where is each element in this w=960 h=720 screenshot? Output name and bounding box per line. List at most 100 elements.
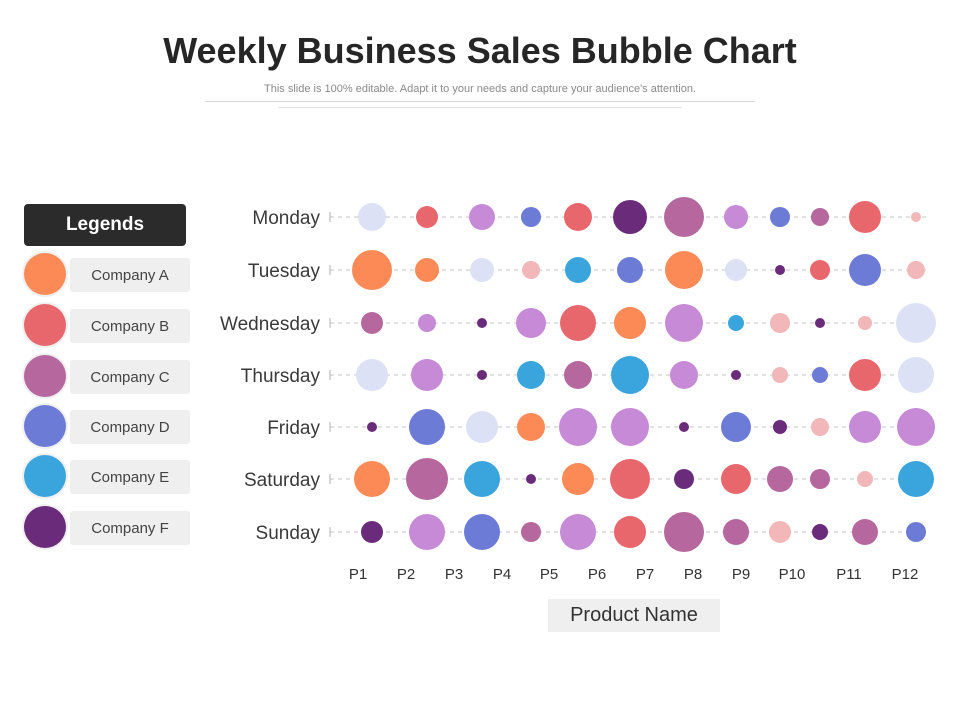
bubble: [610, 459, 650, 499]
x-tick-label: P9: [732, 566, 750, 583]
bubble: [613, 200, 647, 234]
x-tick-label: P3: [445, 566, 463, 583]
x-axis-title: Product Name: [548, 599, 720, 632]
bubble: [849, 359, 881, 391]
bubble: [614, 307, 646, 339]
bubble: [670, 361, 698, 389]
bubble: [361, 312, 383, 334]
row-label: Wednesday: [220, 314, 320, 335]
bubble: [849, 254, 881, 286]
x-tick-label: P1: [349, 566, 367, 583]
legend-swatch: [24, 253, 66, 295]
bubble: [898, 461, 934, 497]
bubble: [810, 260, 830, 280]
legend-label: Company D: [70, 410, 190, 444]
legend-swatch: [24, 355, 66, 397]
page-title: Weekly Business Sales Bubble Chart: [163, 30, 797, 71]
bubble: [731, 370, 741, 380]
bubble: [898, 357, 934, 393]
bubble: [517, 361, 545, 389]
bubble: [516, 308, 546, 338]
bubble: [849, 201, 881, 233]
bubble: [415, 258, 439, 282]
bubble: [775, 265, 785, 275]
x-tick-label: P8: [684, 566, 702, 583]
bubble: [852, 519, 878, 545]
bubble: [477, 370, 487, 380]
bubble: [521, 207, 541, 227]
bubble: [724, 205, 748, 229]
bubble: [906, 522, 926, 542]
legend-label: Company E: [70, 460, 190, 494]
x-tick-label: P7: [636, 566, 654, 583]
bubble: [773, 420, 787, 434]
title-divider-secondary: [278, 107, 682, 108]
bubble: [911, 212, 921, 222]
legend-swatch: [24, 506, 66, 548]
bubble: [565, 257, 591, 283]
bubble: [896, 303, 936, 343]
bubble: [354, 461, 390, 497]
title-divider: [206, 101, 754, 102]
legend-header: Legends: [24, 204, 186, 246]
bubble: [367, 422, 377, 432]
x-tick-label: P12: [892, 566, 919, 583]
row-label: Tuesday: [248, 261, 321, 282]
row-label: Thursday: [241, 366, 321, 387]
bubble: [361, 521, 383, 543]
bubble: [358, 203, 386, 231]
bubble: [769, 521, 791, 543]
bubble: [356, 359, 388, 391]
bubble: [721, 464, 751, 494]
bubble: [560, 514, 596, 550]
bubble: [418, 314, 436, 332]
x-tick-label: P6: [588, 566, 606, 583]
x-tick-label: P4: [493, 566, 511, 583]
bubble: [665, 304, 703, 342]
x-tick-label: P5: [540, 566, 558, 583]
legend-label: Company A: [70, 258, 190, 292]
bubble: [564, 203, 592, 231]
bubble: [352, 250, 392, 290]
bubble: [897, 408, 935, 446]
bubble: [464, 461, 500, 497]
row-label: Friday: [267, 418, 320, 439]
bubble: [611, 356, 649, 394]
legend-item-company-d[interactable]: Company D: [24, 405, 194, 449]
bubble: [723, 519, 749, 545]
bubble: [521, 522, 541, 542]
bubble: [526, 474, 536, 484]
legend-label: Company F: [70, 511, 190, 545]
bubble: [517, 413, 545, 441]
bubble: [611, 408, 649, 446]
row-label: Monday: [252, 208, 320, 229]
bubble: [477, 318, 487, 328]
legend-item-company-a[interactable]: Company A: [24, 253, 194, 297]
x-tick-label: P10: [779, 566, 806, 583]
bubble: [406, 458, 448, 500]
legend-label: Company B: [70, 309, 190, 343]
bubble: [770, 313, 790, 333]
bubble: [857, 471, 873, 487]
bubble: [811, 208, 829, 226]
bubble: [665, 251, 703, 289]
legend-item-company-c[interactable]: Company C: [24, 355, 194, 399]
bubble: [725, 259, 747, 281]
legend-item-company-e[interactable]: Company E: [24, 455, 194, 499]
bubble: [564, 361, 592, 389]
bubble: [721, 412, 751, 442]
bubble: [849, 411, 881, 443]
bubble: [617, 257, 643, 283]
bubble: [614, 516, 646, 548]
bubble: [559, 408, 597, 446]
legend-item-company-b[interactable]: Company B: [24, 304, 194, 348]
legend-item-company-f[interactable]: Company F: [24, 506, 194, 550]
bubble: [907, 261, 925, 279]
x-tick-label: P2: [397, 566, 415, 583]
bubble: [466, 411, 498, 443]
bubble: [469, 204, 495, 230]
bubble: [770, 207, 790, 227]
bubble: [679, 422, 689, 432]
bubble: [664, 512, 704, 552]
legend-label: Company C: [70, 360, 190, 394]
